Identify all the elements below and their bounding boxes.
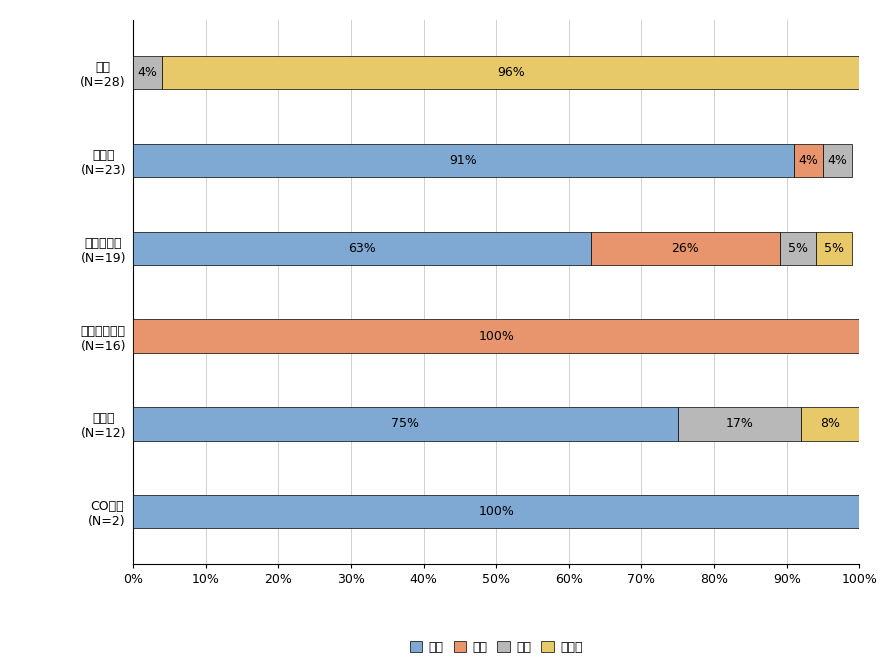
Text: 63%: 63% [348, 242, 376, 255]
Bar [162, 56, 859, 89]
Text: 5%: 5% [824, 242, 844, 255]
Text: 91%: 91% [449, 154, 478, 167]
Text: 100%: 100% [478, 329, 514, 343]
Legend: 死亡, 重傷, 軽傷, その他: 死亡, 重傷, 軽傷, その他 [405, 636, 587, 659]
Bar [823, 143, 852, 177]
Bar [816, 232, 852, 265]
Text: 75%: 75% [392, 418, 419, 430]
Bar [133, 319, 859, 353]
Bar [133, 56, 162, 89]
Bar [133, 232, 591, 265]
Text: 100%: 100% [478, 505, 514, 518]
Text: 4%: 4% [828, 154, 848, 167]
Bar [780, 232, 816, 265]
Text: 96%: 96% [497, 66, 525, 79]
Text: 8%: 8% [820, 418, 840, 430]
Text: 4%: 4% [137, 66, 158, 79]
Bar [801, 407, 859, 441]
Bar [794, 143, 823, 177]
Bar [133, 407, 678, 441]
Text: 17%: 17% [726, 418, 753, 430]
Text: 26%: 26% [672, 242, 699, 255]
Bar [133, 143, 794, 177]
Bar [591, 232, 780, 265]
Bar [678, 407, 801, 441]
Text: 4%: 4% [798, 154, 819, 167]
Text: 5%: 5% [788, 242, 808, 255]
Bar [133, 495, 859, 529]
